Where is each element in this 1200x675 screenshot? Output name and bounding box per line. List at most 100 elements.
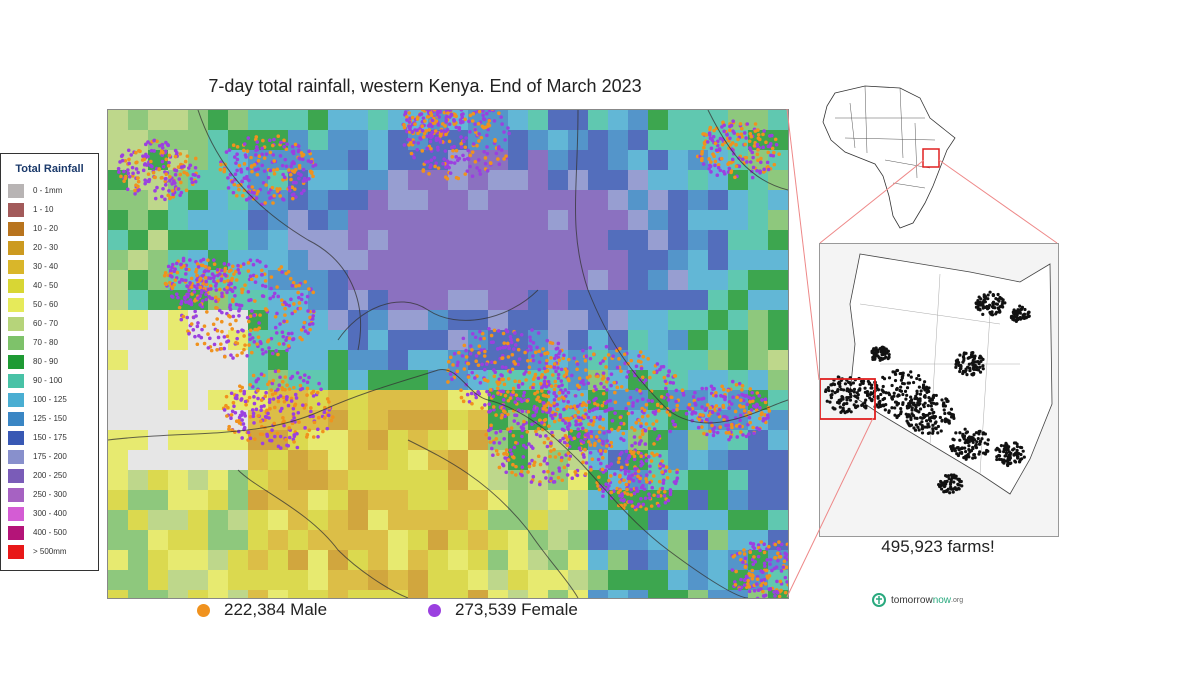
farm-dot xyxy=(231,356,235,360)
farm-dot xyxy=(294,167,298,172)
farm-dot xyxy=(766,144,771,149)
kenya-farm-dot xyxy=(899,412,903,416)
farm-dot xyxy=(133,188,137,193)
kenya-farm-dot xyxy=(901,373,905,377)
farm-dot xyxy=(488,440,492,444)
kenya-farm-dot xyxy=(988,290,992,294)
rainfall-cell xyxy=(548,490,568,510)
kenya-farm-dot xyxy=(833,407,837,411)
farm-dot xyxy=(255,388,260,393)
kenya-farm-dot xyxy=(1015,448,1019,453)
kenya-farm-dot xyxy=(969,438,973,442)
farm-dot xyxy=(482,354,487,358)
farm-dot xyxy=(739,126,744,131)
farm-dot xyxy=(630,473,635,478)
farm-dot xyxy=(581,440,586,445)
farm-dot xyxy=(185,315,190,320)
farm-dot xyxy=(278,154,283,158)
farm-dot xyxy=(624,406,628,411)
farm-dot xyxy=(428,165,432,170)
farm-dot xyxy=(652,370,656,375)
farm-dot xyxy=(627,474,631,478)
farm-dot xyxy=(506,355,511,359)
rainfall-cell xyxy=(428,230,448,250)
tomorrownow-logo[interactable]: tomorrow now .org xyxy=(872,593,963,607)
farm-dot xyxy=(272,193,277,198)
farm-dot xyxy=(502,341,507,345)
rainfall-cell xyxy=(288,250,308,270)
rainfall-map[interactable] xyxy=(107,109,789,599)
farm-dot xyxy=(282,144,286,149)
kenya-farm-dot xyxy=(966,365,970,369)
rainfall-cell xyxy=(448,190,468,210)
farm-dot xyxy=(569,428,573,433)
rainfall-cell xyxy=(688,330,708,350)
farm-dot xyxy=(468,130,472,134)
farm-dot xyxy=(572,356,576,361)
farm-dot xyxy=(758,416,762,421)
kenya-farm-dot xyxy=(922,380,927,384)
farm-dot xyxy=(737,381,742,386)
rainfall-cell xyxy=(168,110,188,130)
rainfall-cell xyxy=(668,230,688,250)
farm-dot xyxy=(672,422,676,427)
rainfall-cell xyxy=(508,130,528,150)
rainfall-cell xyxy=(568,530,588,550)
farm-dot xyxy=(738,122,743,126)
farm-dot xyxy=(278,375,282,380)
rainfall-cell xyxy=(728,350,748,370)
rainfall-cell xyxy=(768,250,788,270)
farm-dot xyxy=(759,587,763,591)
farm-dot xyxy=(452,119,457,123)
farm-dot xyxy=(717,407,722,412)
farm-dot xyxy=(554,369,558,374)
farm-dot xyxy=(222,279,227,284)
rainfall-cell xyxy=(768,270,788,290)
kenya-farm-dot xyxy=(917,373,921,378)
rainfall-cell xyxy=(368,550,388,570)
farm-dot xyxy=(484,432,489,437)
farm-dot xyxy=(748,132,753,136)
rainfall-cell xyxy=(288,570,308,590)
farm-dot xyxy=(733,583,738,587)
farm-dot xyxy=(541,347,545,351)
farm-dot xyxy=(520,409,525,414)
farm-dot xyxy=(232,272,236,276)
rainfall-cell xyxy=(568,270,588,290)
farm-dot xyxy=(531,382,536,387)
rainfall-cell xyxy=(368,530,388,550)
rainfall-cell xyxy=(328,450,348,470)
rainfall-cell xyxy=(348,210,368,230)
farm-dot xyxy=(242,411,247,416)
farm-dot xyxy=(294,284,298,288)
africa-locator-map xyxy=(805,78,975,238)
farm-dot xyxy=(514,464,518,469)
farm-dot xyxy=(242,347,246,352)
farm-dot xyxy=(700,386,704,391)
kenya-farm-dot xyxy=(974,444,978,448)
farm-dot xyxy=(709,384,714,389)
kenya-farm-dot xyxy=(1006,448,1010,452)
farm-dot xyxy=(457,128,462,132)
farm-dot xyxy=(742,131,747,135)
farm-dot xyxy=(474,395,479,400)
farm-dot xyxy=(601,489,605,494)
farm-dot xyxy=(731,554,736,559)
farm-dot xyxy=(546,469,550,474)
farm-dot xyxy=(189,322,194,326)
farm-dot xyxy=(713,141,718,146)
farm-dot xyxy=(285,348,289,353)
rainfall-cell xyxy=(588,510,608,530)
farm-dot xyxy=(289,177,293,182)
farm-dot xyxy=(501,345,505,350)
farm-dot xyxy=(668,489,673,494)
farm-dot xyxy=(552,480,557,484)
rainfall-cell xyxy=(448,490,468,510)
kenya-farm-dot xyxy=(947,419,951,423)
farm-dot xyxy=(675,470,679,475)
farm-dot xyxy=(509,340,514,345)
rainfall-cell xyxy=(428,550,448,570)
farm-dot xyxy=(477,139,481,143)
kenya-farms-map[interactable] xyxy=(819,243,1059,537)
farm-dot xyxy=(648,464,652,469)
